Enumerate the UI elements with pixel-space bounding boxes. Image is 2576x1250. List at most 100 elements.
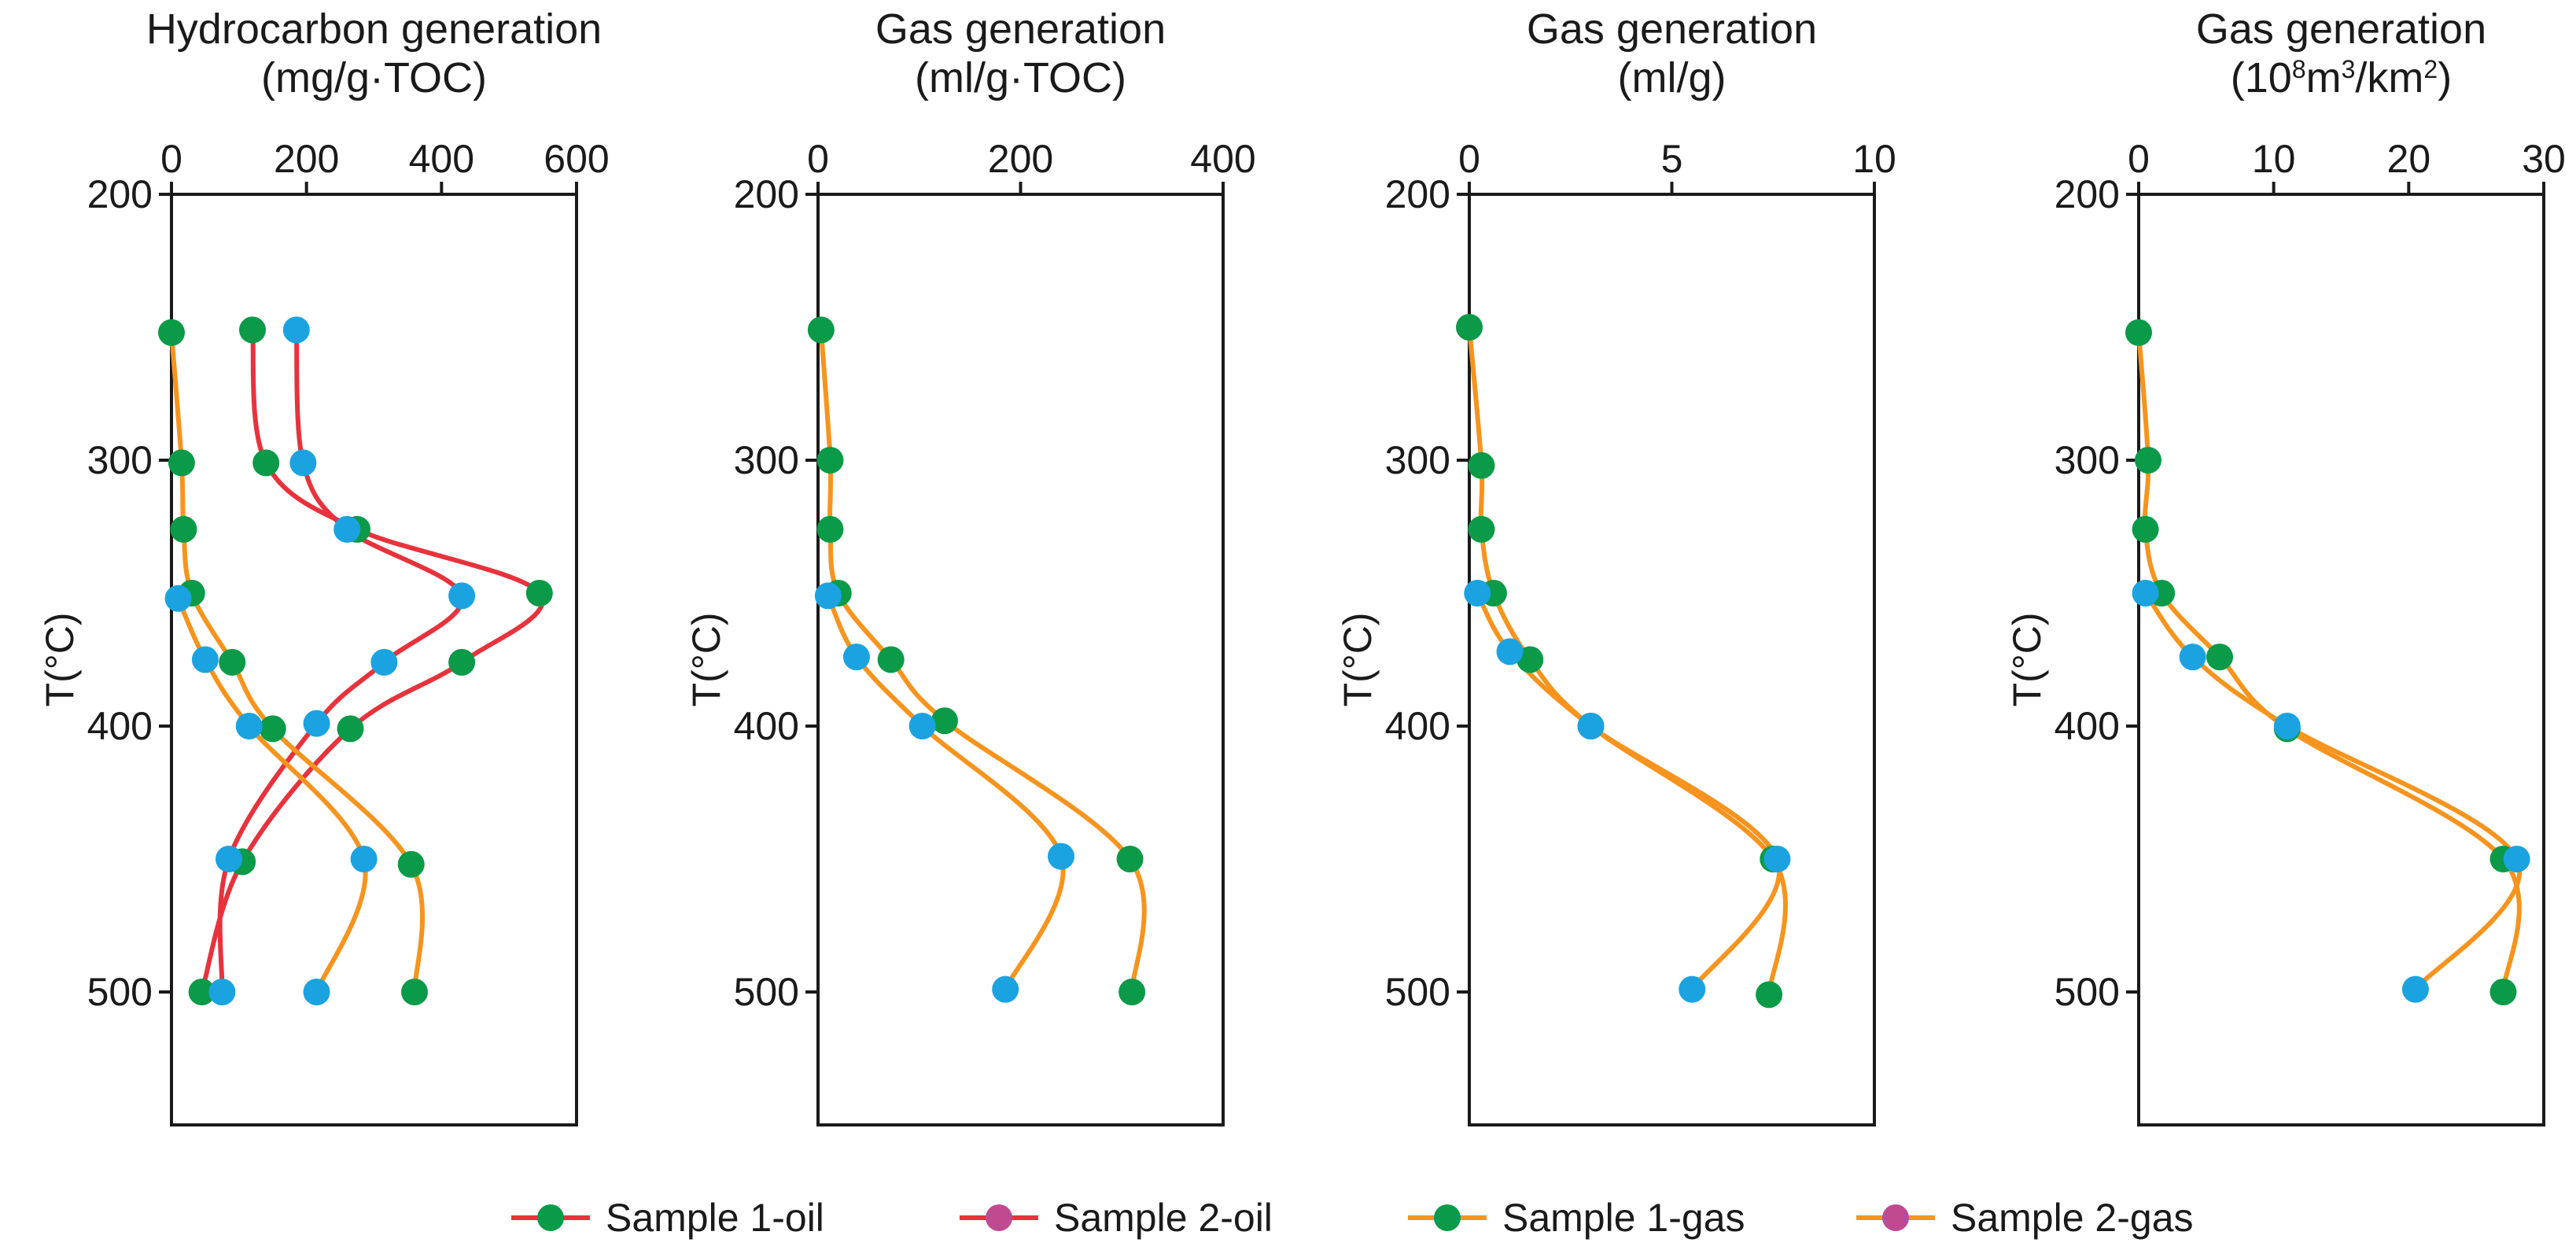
data-point-sample-1-gas — [401, 979, 428, 1005]
data-point-sample-1-gas — [807, 316, 835, 344]
data-point-sample-1-gas — [816, 447, 844, 474]
x-tick-label: 0 — [160, 137, 182, 181]
x-tick-label: 400 — [1190, 137, 1255, 181]
panel-title-line: (mg/g·TOC) — [261, 54, 487, 101]
x-tick-label: 0 — [807, 137, 829, 181]
panel-4: Gas generation(108m3/km2) 0 10 20 30 200 300 40… — [2005, 6, 2566, 1126]
x-tick-label: 200 — [274, 137, 339, 181]
legend-marker — [537, 1204, 564, 1231]
y-tick-label: 300 — [87, 438, 153, 482]
data-point-sample-1-gas — [170, 515, 197, 543]
x-tick-label: 30 — [2522, 137, 2566, 181]
y-tick-label: 500 — [734, 970, 799, 1014]
data-point-sample-2-oil — [448, 582, 476, 610]
data-point-sample-2-gas — [1577, 713, 1605, 739]
y-tick-label: 300 — [1385, 438, 1450, 482]
data-point-sample-1-gas — [2125, 319, 2152, 346]
y-axis-label: T(°C) — [38, 613, 82, 707]
x-tick-label: 0 — [1458, 137, 1480, 181]
data-point-sample-2-gas — [235, 713, 263, 739]
x-tick-label: 400 — [409, 137, 474, 181]
data-point-sample-2-oil — [282, 316, 310, 344]
data-point-sample-1-gas — [1756, 981, 1783, 1008]
panel-2: Gas generation(ml/g·TOC)0 200 400200300400… — [684, 6, 1256, 1126]
legend-item: Sample 1-gas — [1408, 1196, 1745, 1240]
data-point-sample-1-gas — [397, 850, 425, 878]
data-point-sample-1-gas — [219, 648, 246, 676]
legend-item: Sample 2-oil — [960, 1196, 1273, 1240]
legend-label: Sample 1-gas — [1502, 1196, 1745, 1240]
panel-title-line: (ml/g) — [1618, 54, 1727, 101]
x-tick-label: 20 — [2387, 137, 2431, 181]
series-line-sample-1-oil — [199, 327, 545, 994]
chart-panels: Hydrocarbon generation(mg/g·TOC)0 200 400 6… — [38, 6, 2566, 1126]
y-tick-label: 200 — [734, 172, 799, 216]
data-point-sample-1-gas — [1468, 452, 1495, 479]
data-point-sample-1-gas — [1456, 314, 1483, 341]
legend-item: Sample 1-oil — [511, 1196, 824, 1240]
data-point-sample-2-gas — [303, 979, 330, 1005]
data-point-sample-2-gas — [2401, 975, 2429, 1003]
data-point-sample-2-gas — [908, 713, 936, 739]
panel-title-line: (ml/g·TOC) — [915, 54, 1126, 101]
data-point-sample-2-oil — [370, 648, 398, 676]
y-tick-label: 500 — [2055, 970, 2120, 1014]
data-point-sample-2-gas — [842, 643, 870, 671]
y-tick-label: 200 — [2055, 172, 2120, 216]
data-point-sample-2-gas — [2503, 846, 2530, 872]
x-tick-label: 5 — [1661, 137, 1683, 181]
data-point-sample-1-oil — [448, 648, 476, 676]
data-point-sample-1-gas — [1468, 515, 1495, 543]
y-tick-label: 200 — [1385, 172, 1450, 216]
data-point-sample-1-gas — [1516, 646, 1544, 673]
x-tick-label: 10 — [2252, 137, 2296, 181]
data-point-sample-2-gas — [164, 584, 192, 612]
data-point-sample-2-gas — [1464, 580, 1491, 607]
y-tick-label: 300 — [2055, 438, 2120, 482]
data-point-sample-1-oil — [525, 580, 553, 607]
panel-title-line: Gas generation — [1527, 6, 1817, 53]
x-tick-label: 10 — [1852, 137, 1896, 181]
y-axis-label: T(°C) — [684, 613, 728, 707]
data-point-sample-2-gas — [1048, 843, 1074, 870]
data-point-sample-1-oil — [188, 979, 216, 1005]
data-point-sample-2-oil — [303, 710, 330, 737]
data-point-sample-2-gas — [191, 646, 219, 673]
data-point-sample-2-gas — [1763, 846, 1791, 872]
data-point-sample-2-gas — [2179, 643, 2206, 671]
legend-marker — [1434, 1204, 1461, 1231]
data-point-sample-1-oil — [252, 449, 280, 477]
y-tick-label: 400 — [1385, 704, 1450, 748]
panel-title-line: Gas generation — [2196, 6, 2486, 53]
data-point-sample-1-gas — [1118, 979, 1146, 1005]
data-point-sample-2-oil — [334, 515, 361, 543]
y-tick-label: 500 — [87, 970, 153, 1014]
data-point-sample-2-gas — [1496, 638, 1524, 666]
panel-1: Hydrocarbon generation(mg/g·TOC)0 200 400 6… — [38, 6, 610, 1126]
data-point-sample-2-gas — [992, 975, 1019, 1003]
data-point-sample-1-gas — [931, 707, 958, 735]
data-point-sample-1-gas — [158, 319, 185, 346]
y-axis-label: T(°C) — [1336, 613, 1380, 707]
legend-label: Sample 2-gas — [1951, 1196, 2194, 1240]
data-point-sample-1-gas — [2489, 979, 2517, 1005]
data-point-sample-1-gas — [2132, 515, 2159, 543]
data-point-sample-2-gas — [2273, 713, 2301, 739]
y-tick-label: 400 — [87, 704, 153, 748]
data-point-sample-2-gas — [350, 846, 378, 872]
data-point-sample-1-gas — [2206, 643, 2233, 671]
data-point-sample-1-gas — [1116, 846, 1144, 872]
panel-title-line: (108m3/km2) — [2231, 54, 2452, 101]
panel-title-line: Gas generation — [875, 6, 1166, 53]
data-point-sample-1-gas — [259, 715, 286, 743]
y-tick-label: 300 — [734, 438, 799, 482]
data-point-sample-2-gas — [2132, 580, 2159, 607]
panel-title-line: Hydrocarbon generation — [146, 6, 602, 53]
legend-label: Sample 2-oil — [1054, 1196, 1273, 1240]
panel-3: Gas generation(ml/g) 0 5 10 200 300 400 500 T(°C… — [1336, 6, 1896, 1126]
data-point-sample-2-gas — [814, 582, 842, 610]
legend-marker — [1882, 1204, 1909, 1231]
legend-label: Sample 1-oil — [606, 1196, 824, 1240]
x-tick-label: 0 — [2128, 137, 2150, 181]
